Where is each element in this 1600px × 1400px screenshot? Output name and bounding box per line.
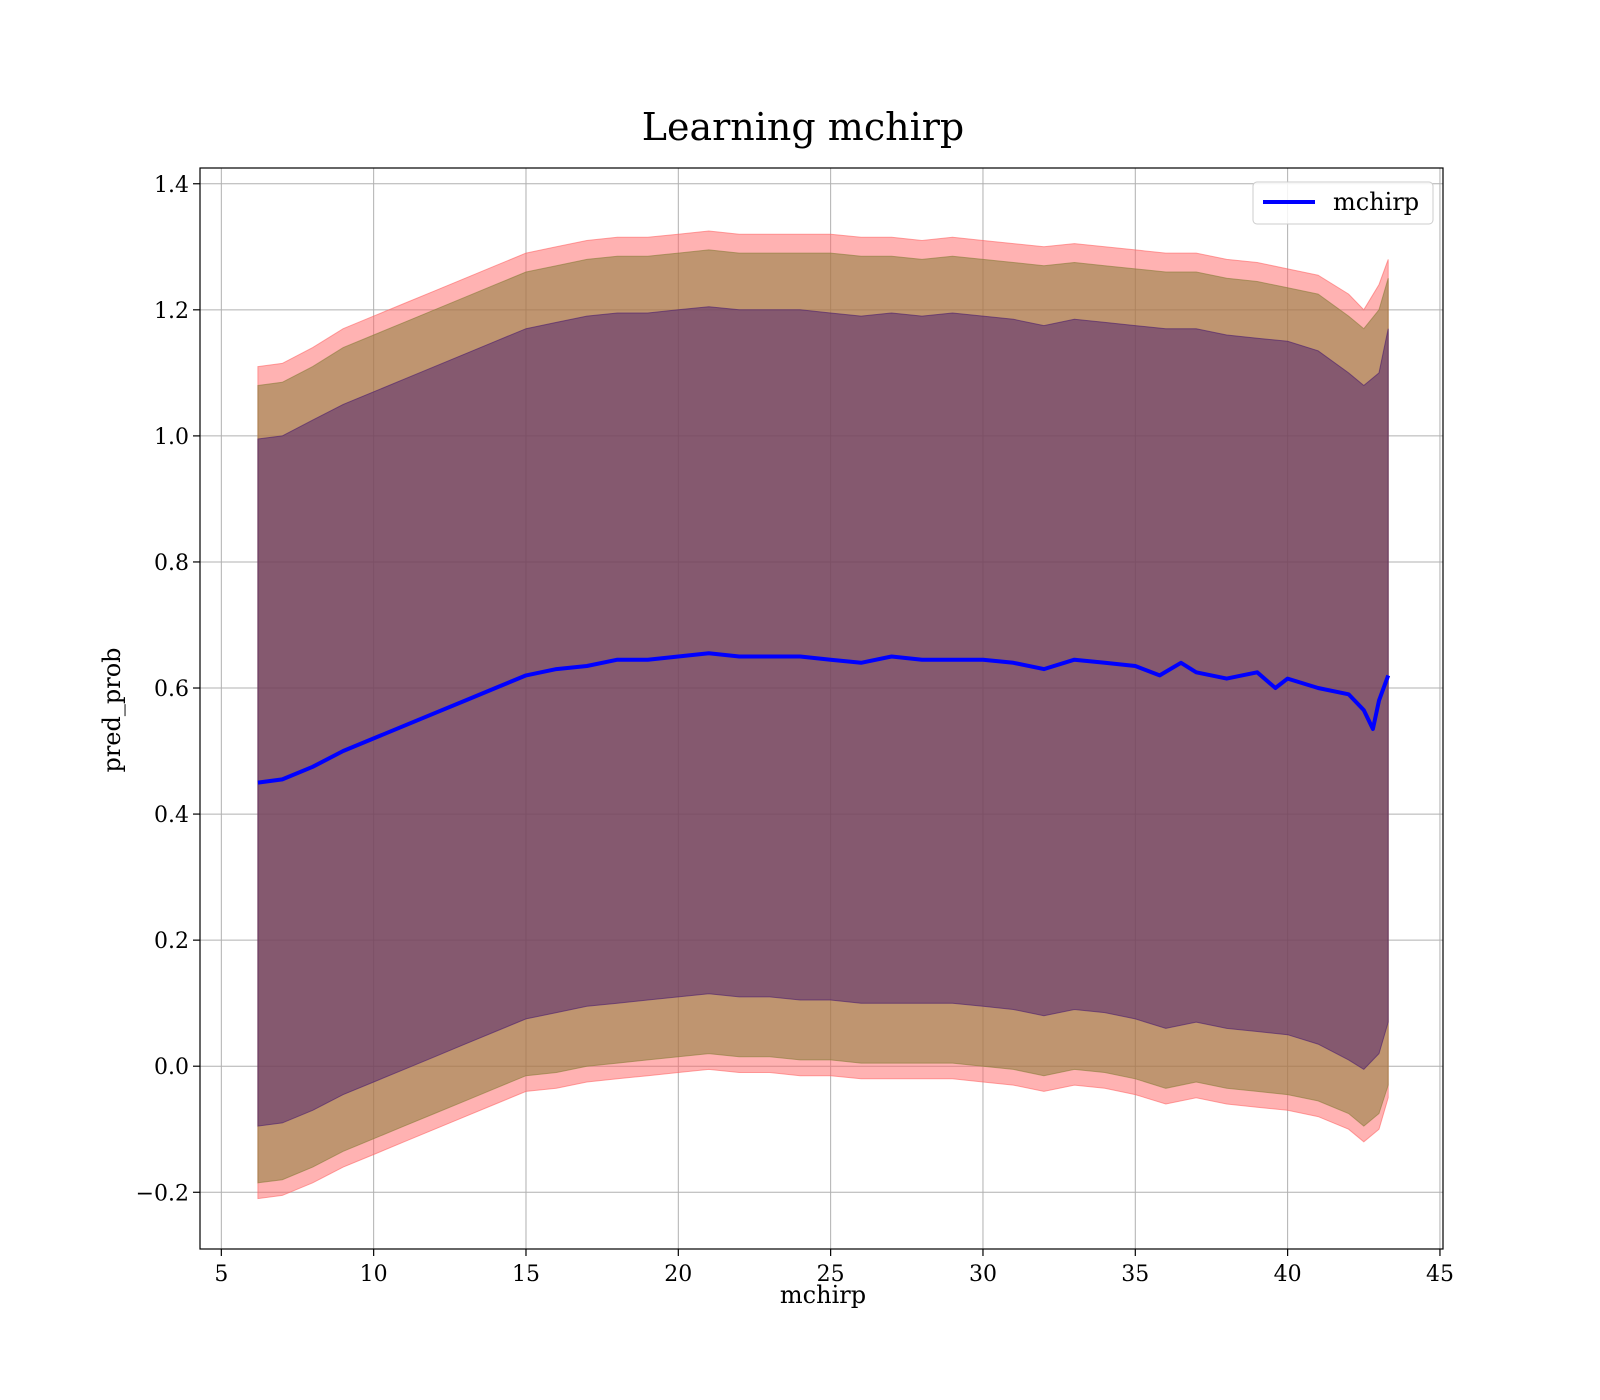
bands	[257, 230, 1389, 1200]
x-tick-label: 30	[969, 1262, 997, 1287]
x-tick-label: 10	[360, 1262, 388, 1287]
y-tick-label: 1.0	[154, 425, 189, 450]
y-tick-label: 0.4	[154, 803, 189, 828]
x-tick-label: 25	[817, 1262, 845, 1287]
y-tick-label: 0.8	[154, 551, 189, 576]
x-tick-label: 40	[1274, 1262, 1302, 1287]
chart-title: Learning mchirp	[642, 105, 964, 149]
x-tick-label: 45	[1426, 1262, 1454, 1287]
y-tick-label: 1.4	[154, 173, 189, 198]
y-tick-label: 0.0	[154, 1055, 189, 1080]
plot-frame	[199, 167, 1444, 1250]
x-tick-label: 20	[664, 1262, 692, 1287]
lines	[257, 651, 1391, 785]
x-axis-label: mchirp	[780, 1281, 866, 1309]
series-line-mchirp	[257, 651, 1391, 785]
legend: mchirp	[1252, 181, 1434, 225]
x-tick-label: 35	[1121, 1262, 1149, 1287]
legend-label: mchirp	[1333, 188, 1419, 216]
y-tick-label: 0.2	[154, 929, 189, 954]
y-tick-label: −0.2	[136, 1181, 189, 1206]
y-tick-label: 1.2	[154, 299, 189, 324]
legend-box	[1252, 181, 1434, 225]
y-axis-label: pred_prob	[98, 647, 126, 772]
x-tick-label: 5	[214, 1262, 228, 1287]
band-inner	[257, 306, 1389, 1127]
y-tick-label: 0.6	[154, 677, 189, 702]
ticks: 5 10 15 20 25 30 35 40 45 −0.2 0.0 0.2 0.4 0.6 0.8 1.0 1…	[136, 173, 1454, 1287]
x-tick-label: 15	[512, 1262, 540, 1287]
